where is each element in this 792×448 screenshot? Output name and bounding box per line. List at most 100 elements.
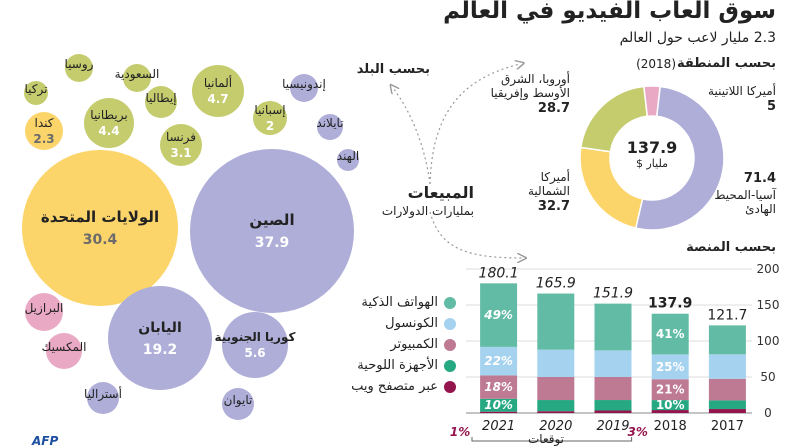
bubble-label: كندا — [35, 116, 54, 130]
donut-total-unit: مليار $ — [635, 157, 668, 170]
donut-slice-asia — [634, 85, 725, 231]
bubble-label: فرنسا — [166, 130, 196, 145]
bubble-label: إيطاليا — [145, 91, 176, 105]
donut-total-block: 137.9 مليار $ — [612, 138, 692, 170]
bubble-18: البرازيل — [25, 293, 64, 331]
bubble-0: الصين 37.9 — [190, 149, 354, 313]
bar-segment-web — [537, 411, 575, 413]
donut-label-europe-name: أوروبا، الشرق الأوسط وإفريقيا — [490, 72, 570, 100]
bubble-circle — [317, 114, 343, 140]
legend-item-tablet: الأجهزة اللوحية — [296, 355, 456, 376]
bubble-value: 30.4 — [83, 232, 118, 248]
bar-segment-web — [708, 409, 746, 413]
donut-label-na: أميركا الشمالية 32.7 — [496, 170, 570, 214]
arrow-to-region — [429, 64, 520, 185]
legend-item-console: الكونسول — [296, 313, 456, 334]
bubble-17: أستراليا — [84, 382, 122, 414]
bubble-label: بريطانيا — [90, 108, 127, 123]
afp-logo: AFP — [32, 434, 59, 448]
bubble-label: روسيا — [65, 57, 94, 72]
bubble-circle — [108, 286, 212, 390]
bubble-label: تايلاند — [316, 116, 343, 130]
bar-segment-pc — [594, 377, 632, 401]
bubble-circle — [87, 382, 119, 414]
bubble-circle — [253, 101, 287, 135]
bar-total-label: 180.1 — [479, 265, 519, 281]
bubble-label: أستراليا — [84, 386, 122, 402]
y-tick-label: 0 — [764, 406, 772, 420]
bar-segment-tablet — [708, 400, 746, 410]
bubble-label: كوريا الجنوبية — [215, 330, 296, 345]
donut-chart — [579, 85, 725, 231]
donut-slice-europe — [579, 85, 649, 153]
bar-segment-console — [651, 354, 689, 380]
legend-label: الكونسول — [385, 316, 438, 331]
bubble-chart: الصين 37.9 الولايات المتحدة 30.4 اليابان 19.2… — [22, 54, 359, 420]
bubble-circle — [337, 149, 359, 171]
bar-segment-console — [594, 350, 632, 377]
bubble-14: تايلاند — [316, 114, 344, 140]
bubble-label: إسبانيا — [254, 103, 285, 117]
bar-segment-mobile — [594, 303, 632, 351]
bubble-circle — [123, 64, 151, 92]
bar-segment-tablet — [594, 400, 632, 411]
bar-percent-label: 41% — [656, 327, 685, 341]
bar-segment-console — [480, 346, 518, 376]
bubble-circle — [222, 312, 288, 378]
legend-swatch — [444, 317, 456, 330]
bubble-circle — [190, 149, 354, 313]
bar-segment-pc — [480, 375, 518, 399]
bubble-circle — [25, 293, 63, 331]
page-title: سوق ألعاب الفيديو في العالم — [443, 0, 776, 24]
bubble-circle — [290, 74, 318, 102]
bubble-circle — [192, 65, 244, 117]
bar-segment-pc — [708, 378, 746, 401]
donut-total: 137.9 — [626, 138, 678, 157]
donut-label-asia: 71.4 آسيا-المحيط الهادئ — [686, 172, 776, 217]
bubble-circle — [25, 112, 63, 150]
x-tick-label: 2020 — [539, 419, 572, 434]
bar-percent-label: 10% — [656, 398, 685, 412]
donut-label-europe-value: 28.7 — [537, 101, 570, 116]
bar-segment-tablet — [537, 400, 575, 412]
bar-total-label: 121.7 — [707, 307, 747, 323]
bubble-label: الهند — [337, 149, 359, 163]
bubble-13: إندونيسيا — [282, 74, 326, 102]
bubble-label: البرازيل — [25, 301, 64, 316]
bubble-circle — [145, 86, 177, 118]
bubble-7: كندا 2.3 — [25, 112, 63, 150]
bar-percent-web: 1% — [450, 425, 470, 439]
sales-label: المبيعات — [407, 183, 474, 202]
y-tick-label: 50 — [760, 370, 775, 384]
sales-label-block: المبيعات بمليارات الدولارات — [382, 183, 474, 218]
donut-label-na-name: أميركا الشمالية — [528, 170, 570, 198]
bubble-circle — [65, 54, 93, 82]
bar-percent-label: 21% — [656, 383, 685, 397]
bubble-circle — [160, 124, 202, 166]
arrow-to-platform — [429, 211, 522, 258]
bubble-label: ألمانيا — [204, 75, 232, 90]
bubble-label: إندونيسيا — [282, 77, 326, 92]
bubble-9: إيطاليا — [145, 86, 177, 118]
forecast-label: توقعات — [528, 432, 565, 446]
bar-segment-console — [708, 354, 746, 379]
bubble-11: السعودية — [115, 64, 159, 92]
bubble-2: اليابان 19.2 — [108, 286, 212, 390]
bubble-circle — [222, 388, 254, 420]
arrow-to-country — [393, 88, 431, 185]
page-subtitle: 2.3 مليار لاعب حول العالم — [619, 30, 776, 46]
bar-2019: 151.9 2019 — [593, 286, 633, 434]
donut-label-europe: أوروبا، الشرق الأوسط وإفريقيا 28.7 — [460, 72, 570, 116]
x-tick-label: 2017 — [711, 419, 744, 434]
bubble-label: تركيا — [25, 82, 48, 97]
x-tick-label: 2018 — [654, 419, 687, 434]
bubble-circle — [22, 150, 178, 306]
legend-label: الأجهزة اللوحية — [357, 358, 438, 373]
bar-2020: 165.9 2020 — [536, 276, 576, 434]
bar-total-label: 165.9 — [536, 276, 576, 292]
bar-segment-mobile — [708, 325, 746, 355]
